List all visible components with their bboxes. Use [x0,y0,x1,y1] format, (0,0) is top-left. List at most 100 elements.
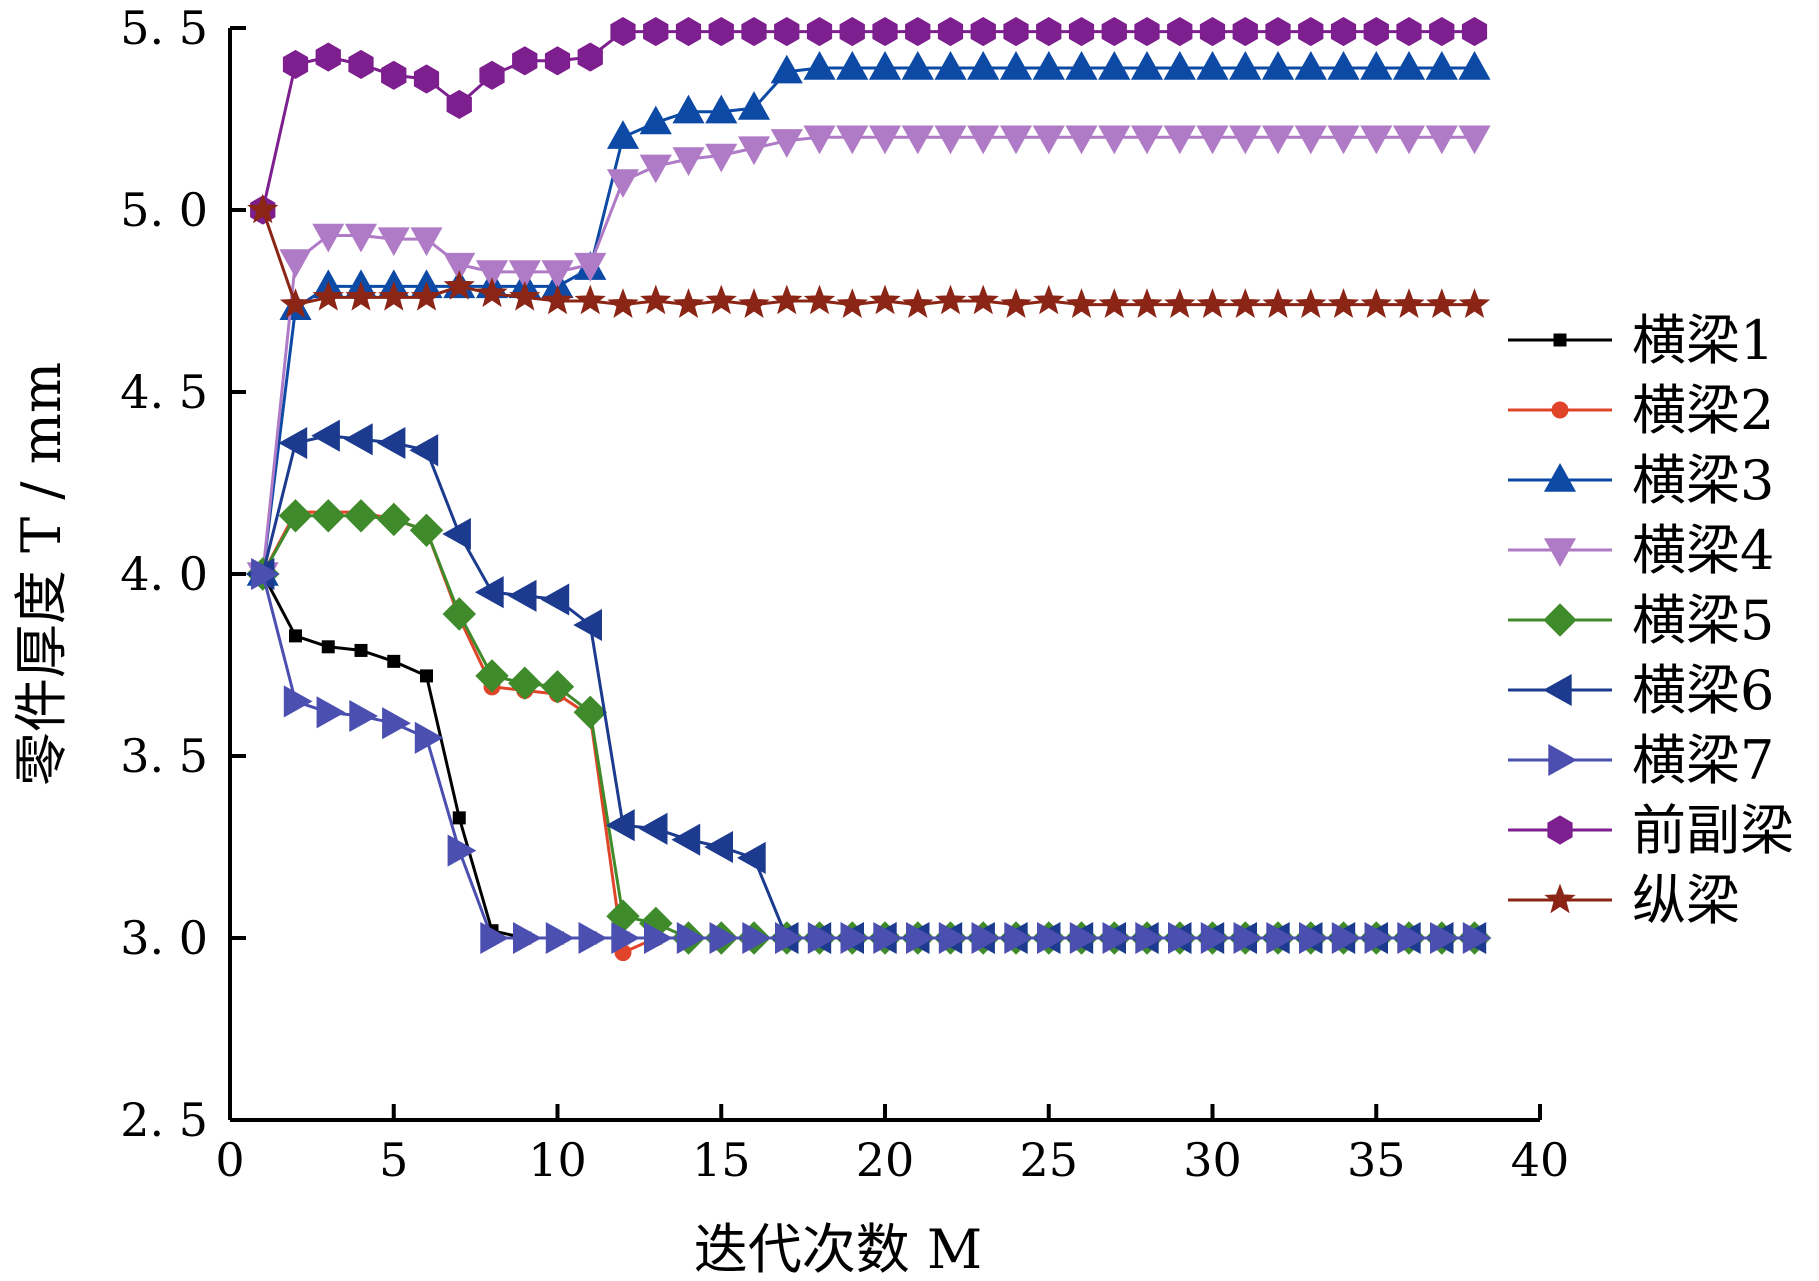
data-point [638,812,668,845]
data-point [541,284,574,315]
data-point [545,921,575,955]
data-point [1298,17,1324,47]
data-point [507,579,537,612]
data-point [382,707,411,740]
data-point [345,280,377,311]
series-line [261,30,1475,211]
data-point [1101,17,1127,47]
data-point [1360,50,1393,80]
data-point [1032,50,1065,80]
data-point [705,143,738,173]
data-point [1068,17,1095,47]
data-point [1364,921,1394,955]
data-point [541,260,574,289]
y-tick-label: 5. 5 [120,1,208,55]
data-point [1458,288,1491,318]
series-7 [251,557,1492,955]
data-point [1130,50,1164,80]
data-point [770,54,803,84]
legend-label: 横梁1 [1632,309,1774,372]
data-point [574,252,607,282]
data-point [901,50,934,80]
data-point [1360,288,1392,318]
data-point [1360,125,1393,155]
axes [228,28,1540,1122]
data-point [644,921,673,955]
data-point [737,91,771,120]
data-point [807,921,837,955]
data-point [381,60,407,90]
data-point [1295,288,1327,318]
data-point [704,830,733,864]
data-point [1229,288,1261,318]
data-point [1330,17,1357,47]
data-point [967,125,1000,155]
legend-swatch-marker [1544,883,1576,914]
data-point [869,284,901,315]
data-point [1425,125,1458,155]
x-tick-label: 0 [215,1133,244,1187]
data-point [775,921,804,955]
data-point [475,260,509,289]
data-point [1167,17,1193,47]
y-axis-title: 零件厚度 T / mm [10,362,73,786]
series-5 [246,499,1492,955]
data-point [282,49,309,79]
data-point [349,699,379,733]
data-point [410,227,443,257]
legend-label: 横梁7 [1632,729,1774,792]
data-point [376,426,406,460]
legend-swatch-marker [1543,462,1577,492]
data-point [283,685,313,718]
legend-swatch-marker [1543,603,1577,637]
series-line [261,514,1475,940]
data-point [967,284,999,315]
data-point [606,120,640,149]
data-point [1065,288,1098,318]
data-point [414,721,444,754]
data-point [1232,17,1258,47]
data-point [508,666,542,700]
data-point [1196,50,1229,80]
data-point [452,811,466,825]
data-point [479,60,505,90]
data-point [387,654,401,668]
data-point [573,695,608,730]
data-point [1196,288,1229,318]
data-point [1426,288,1458,318]
data-point [1397,921,1427,955]
legend-item: 横梁4 [1508,519,1774,582]
data-point [1430,921,1459,955]
data-point [1331,921,1361,955]
data-point [736,841,766,874]
data-point [321,640,335,654]
y-tick-label: 5. 0 [120,183,208,237]
data-point [354,643,368,657]
data-point [474,576,504,609]
data-point [803,50,836,80]
data-point [1164,288,1196,318]
series-1 [256,567,1481,945]
data-point [1299,921,1328,955]
data-point [1032,125,1065,155]
data-point [573,608,602,642]
series-line [261,209,1475,307]
legend-swatch-marker [1548,743,1578,777]
data-point [999,50,1033,80]
data-point [409,434,439,467]
legend-swatch-marker [1543,538,1577,568]
data-point [906,921,935,955]
legend-item: 横梁6 [1508,659,1774,722]
data-point [311,419,340,452]
data-point [1261,50,1295,80]
x-tick-label: 25 [1019,1133,1078,1187]
data-point [605,809,635,842]
series-line [261,434,1475,940]
legend-label: 横梁6 [1632,659,1774,722]
data-point [247,193,279,224]
data-point [251,557,280,591]
data-point [348,49,374,79]
data-point [1462,921,1492,955]
data-point [1069,921,1099,955]
legend-swatch-marker [1542,673,1572,707]
